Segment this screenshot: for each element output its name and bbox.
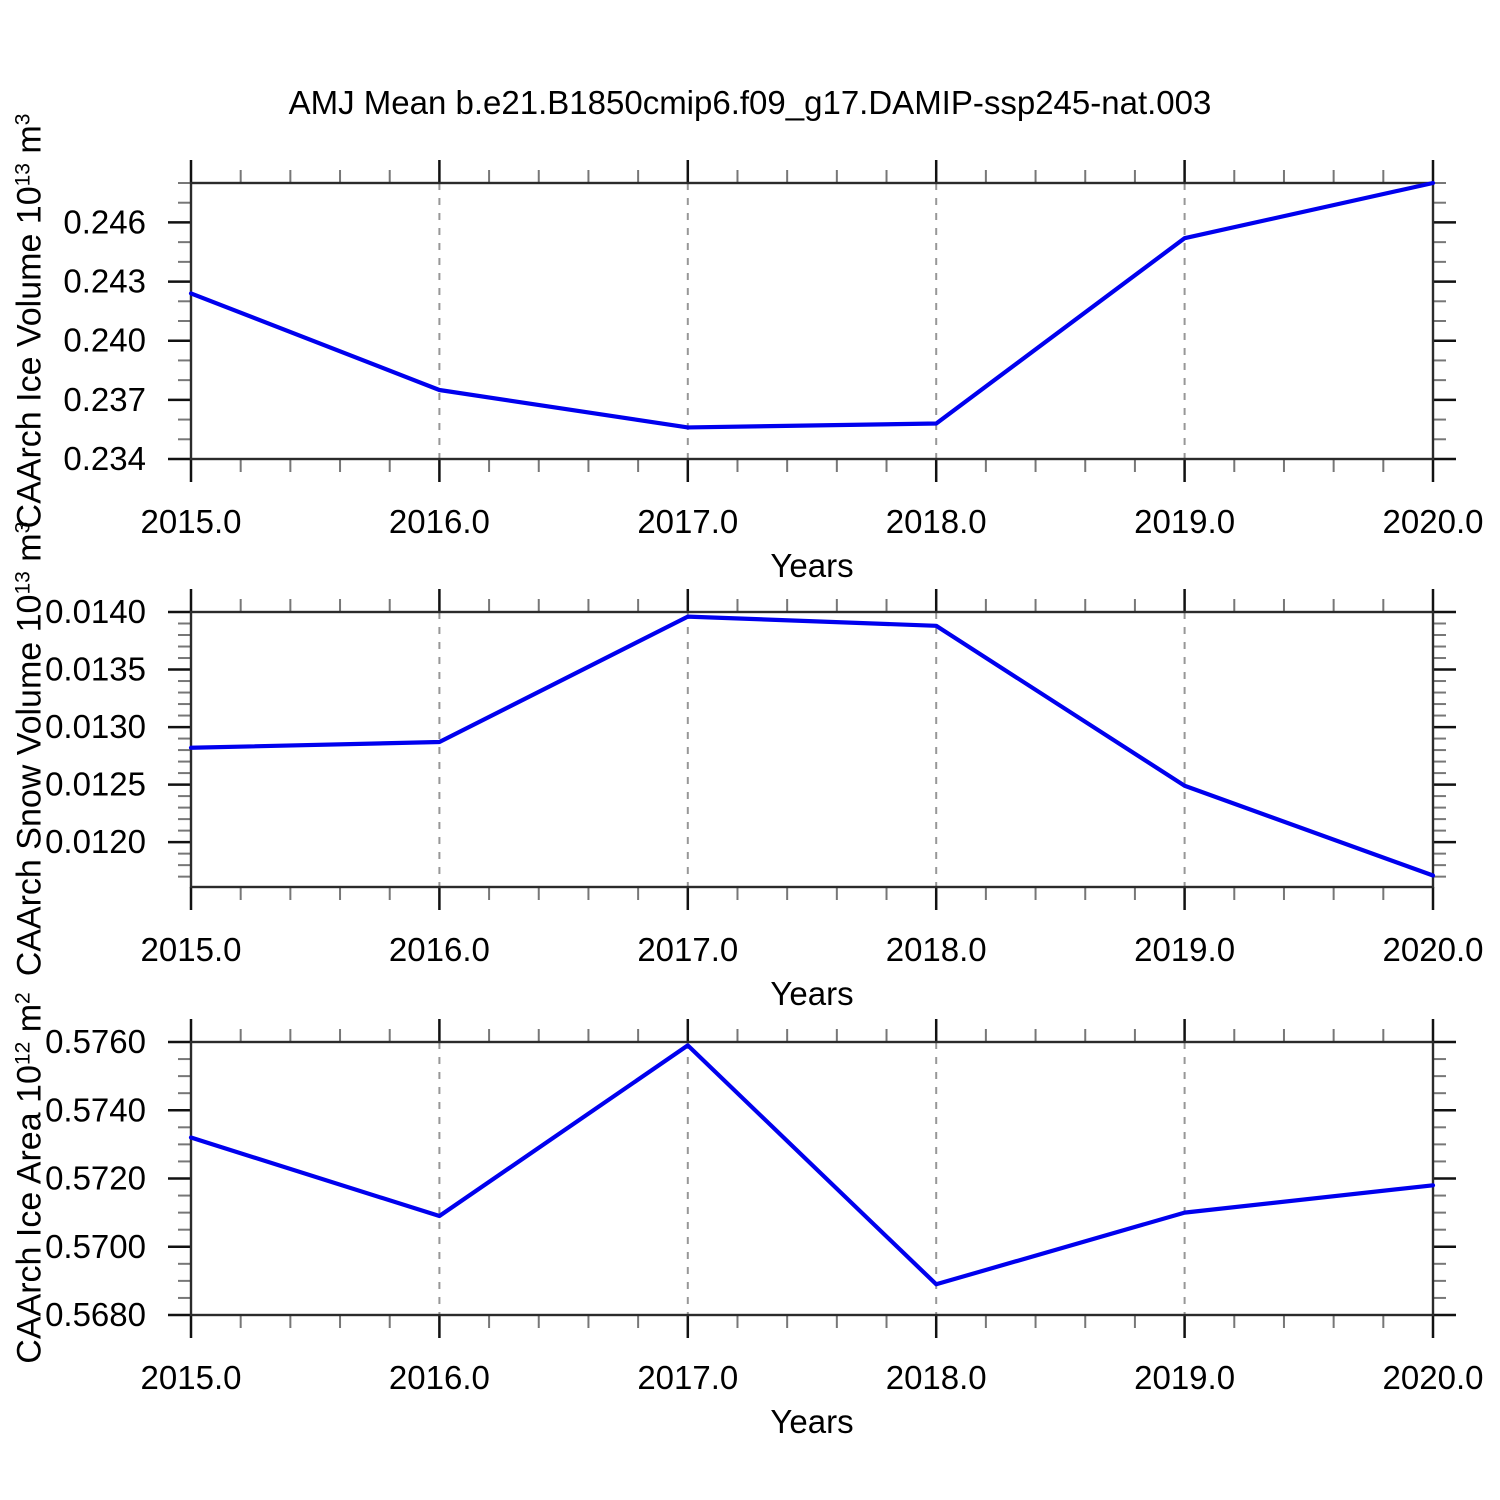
y-axis-title-text: CAArch Ice Area 10: [10, 1065, 49, 1364]
y-tick-label: 0.237: [63, 381, 146, 418]
x-axis-title-chart2: Years: [770, 975, 854, 1012]
x-tick-label: 2017.0: [637, 1359, 738, 1396]
y-axis-title-text: CAArch Ice Volume 10: [10, 186, 49, 529]
y-tick-label: 0.243: [63, 263, 146, 300]
data-line: [188, 180, 1436, 430]
y-axis-title-unit: m: [10, 533, 49, 572]
x-tick-label: 2019.0: [1134, 1359, 1235, 1396]
y-tick-label: 0.5740: [45, 1091, 146, 1128]
y-tick-label: 0.240: [63, 322, 146, 359]
y-tick-label: 0.5720: [45, 1160, 146, 1197]
x-tick-label: 2016.0: [389, 931, 490, 968]
x-tick-label: 2015.0: [141, 503, 242, 540]
y-tick-label: 0.5680: [45, 1296, 146, 1333]
x-tick-label: 2020.0: [1383, 1359, 1484, 1396]
y-axis-title-ice-volume: CAArch Ice Volume 1013 m3: [11, 114, 50, 529]
y-axis-title-snow-volume: CAArch Snow Volume 1013 m3: [11, 522, 50, 977]
y-axis-title-unit-exponent: 3: [11, 521, 35, 534]
y-axis-title-unit: m: [10, 1003, 49, 1042]
y-tick-label: 0.0120: [45, 823, 146, 860]
x-tick-label: 2018.0: [886, 1359, 987, 1396]
x-tick-label: 2015.0: [141, 1359, 242, 1396]
y-tick-label: 0.0130: [45, 708, 146, 745]
y-tick-label: 0.5760: [45, 1023, 146, 1060]
y-axis-title-exponent: 13: [11, 163, 35, 187]
x-axis-title-chart1: Years: [770, 547, 854, 584]
x-tick-label: 2017.0: [637, 503, 738, 540]
plot-frame: [189, 610, 1435, 889]
y-axis-title-exponent: 13: [11, 571, 35, 595]
y-tick-label: 0.234: [63, 440, 146, 477]
x-tick-label: 2019.0: [1134, 503, 1235, 540]
y-axis-title-ice-area: CAArch Ice Area 1012 m2: [11, 992, 50, 1363]
page-title: AMJ Mean b.e21.B1850cmip6.f09_g17.DAMIP-…: [288, 84, 1212, 121]
y-axis-title-unit: m: [10, 125, 49, 164]
x-tick-label: 2020.0: [1383, 503, 1484, 540]
y-axis-title-exponent: 12: [11, 1041, 35, 1066]
y-tick-label: 0.5700: [45, 1228, 146, 1265]
x-tick-label: 2020.0: [1383, 931, 1484, 968]
y-tick-label: 0.246: [63, 203, 146, 240]
x-tick-label: 2017.0: [637, 931, 738, 968]
y-axis-title-text: CAArch Snow Volume 10: [10, 594, 49, 977]
y-tick-label: 0.0125: [45, 766, 146, 803]
y-axis-title-unit-exponent: 3: [11, 113, 35, 126]
x-tick-label: 2018.0: [886, 503, 987, 540]
plot-frame: [189, 181, 1435, 461]
x-tick-label: 2016.0: [389, 1359, 490, 1396]
data-line: [188, 614, 1436, 878]
x-tick-label: 2019.0: [1134, 931, 1235, 968]
plot-frame: [189, 1040, 1435, 1317]
y-tick-label: 0.0135: [45, 651, 146, 688]
x-tick-label: 2015.0: [141, 931, 242, 968]
x-tick-label: 2018.0: [886, 931, 987, 968]
data-line: [188, 1043, 1436, 1287]
x-axis-title-chart3: Years: [770, 1403, 854, 1440]
x-tick-label: 2016.0: [389, 503, 490, 540]
y-tick-label: 0.0140: [45, 593, 146, 630]
y-axis-title-unit-exponent: 2: [11, 992, 35, 1004]
